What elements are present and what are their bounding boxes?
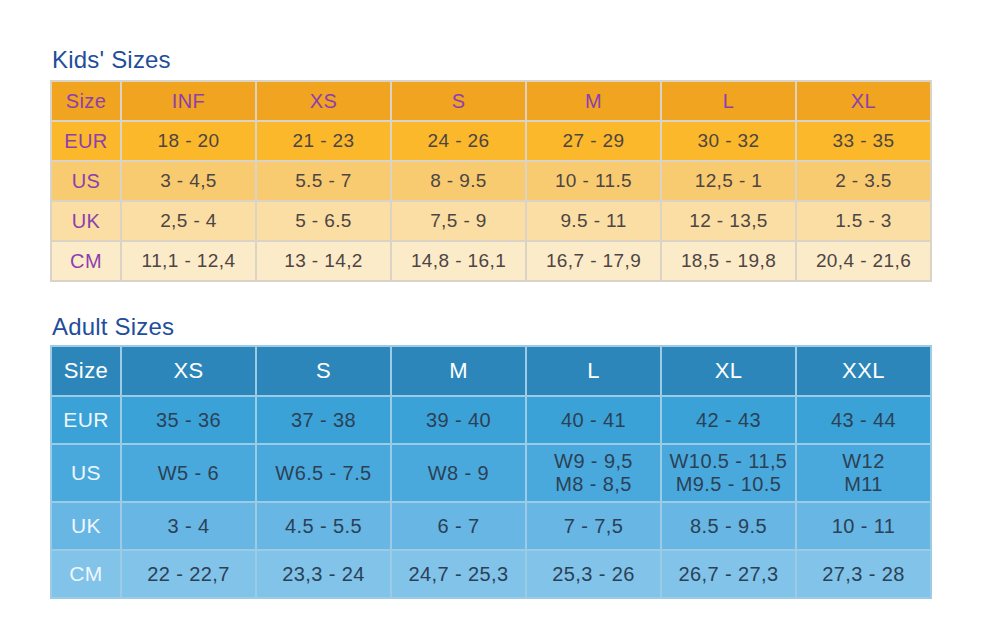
value-cell: 30 - 32 xyxy=(661,121,796,161)
column-header-cell: XL xyxy=(661,346,796,396)
value-cell: 7 - 7,5 xyxy=(526,502,661,550)
column-header-cell: S xyxy=(391,81,526,121)
value-cell: W8 - 9 xyxy=(391,444,526,502)
value-cell: 2 - 3.5 xyxy=(796,161,931,201)
row-label-cell: UK xyxy=(51,201,121,241)
value-cell: W6.5 - 7.5 xyxy=(256,444,391,502)
value-cell: 3 - 4,5 xyxy=(121,161,256,201)
value-cell: 10 - 11 xyxy=(796,502,931,550)
column-header-cell: S xyxy=(256,346,391,396)
value-cell: 24,7 - 25,3 xyxy=(391,550,526,598)
value-cell: W12 M11 xyxy=(796,444,931,502)
value-cell: 13 - 14,2 xyxy=(256,241,391,281)
value-cell: 9.5 - 11 xyxy=(526,201,661,241)
column-header-cell: M xyxy=(526,81,661,121)
value-cell: 35 - 36 xyxy=(121,396,256,444)
value-cell: 27,3 - 28 xyxy=(796,550,931,598)
value-cell: 5.5 - 7 xyxy=(256,161,391,201)
value-cell: 39 - 40 xyxy=(391,396,526,444)
value-cell: 42 - 43 xyxy=(661,396,796,444)
value-cell: 37 - 38 xyxy=(256,396,391,444)
header-row: SizeXSSMLXLXXL xyxy=(51,346,931,396)
value-cell: 8 - 9.5 xyxy=(391,161,526,201)
row-label-cell: CM xyxy=(51,241,121,281)
value-cell: W5 - 6 xyxy=(121,444,256,502)
size-chart-page: Kids' Sizes SizeINFXSSMLXLEUR18 - 2021 -… xyxy=(0,0,1000,643)
column-header-cell: INF xyxy=(121,81,256,121)
row-label-cell: EUR xyxy=(51,121,121,161)
row-label-cell: EUR xyxy=(51,396,121,444)
adult-sizes-title: Adult Sizes xyxy=(52,313,174,341)
value-cell: 4.5 - 5.5 xyxy=(256,502,391,550)
column-header-cell: XS xyxy=(256,81,391,121)
value-cell: W9 - 9,5 M8 - 8,5 xyxy=(526,444,661,502)
table-row-uk: UK3 - 44.5 - 5.56 - 77 - 7,58.5 - 9.510 … xyxy=(51,502,931,550)
value-cell: 20,4 - 21,6 xyxy=(796,241,931,281)
value-cell: 8.5 - 9.5 xyxy=(661,502,796,550)
value-cell: 27 - 29 xyxy=(526,121,661,161)
value-cell: 18,5 - 19,8 xyxy=(661,241,796,281)
value-cell: 23,3 - 24 xyxy=(256,550,391,598)
value-cell: 21 - 23 xyxy=(256,121,391,161)
size-header-cell: Size xyxy=(51,81,121,121)
value-cell: 6 - 7 xyxy=(391,502,526,550)
value-cell: 5 - 6.5 xyxy=(256,201,391,241)
kids-sizes-title: Kids' Sizes xyxy=(52,46,171,74)
table-row-eur: EUR35 - 3637 - 3839 - 4040 - 4142 - 4343… xyxy=(51,396,931,444)
column-header-cell: XL xyxy=(796,81,931,121)
value-cell: 7,5 - 9 xyxy=(391,201,526,241)
column-header-cell: XS xyxy=(121,346,256,396)
value-cell: 33 - 35 xyxy=(796,121,931,161)
value-cell: 10 - 11.5 xyxy=(526,161,661,201)
row-label-cell: UK xyxy=(51,502,121,550)
value-cell: W10.5 - 11,5 M9.5 - 10.5 xyxy=(661,444,796,502)
value-cell: 24 - 26 xyxy=(391,121,526,161)
value-cell: 14,8 - 16,1 xyxy=(391,241,526,281)
value-cell: 1.5 - 3 xyxy=(796,201,931,241)
value-cell: 43 - 44 xyxy=(796,396,931,444)
value-cell: 22 - 22,7 xyxy=(121,550,256,598)
value-cell: 26,7 - 27,3 xyxy=(661,550,796,598)
column-header-cell: L xyxy=(526,346,661,396)
row-label-cell: US xyxy=(51,161,121,201)
header-row: SizeINFXSSMLXL xyxy=(51,81,931,121)
column-header-cell: L xyxy=(661,81,796,121)
kids-sizes-table: SizeINFXSSMLXLEUR18 - 2021 - 2324 - 2627… xyxy=(50,80,932,282)
value-cell: 11,1 - 12,4 xyxy=(121,241,256,281)
table-row-us: USW5 - 6W6.5 - 7.5W8 - 9W9 - 9,5 M8 - 8,… xyxy=(51,444,931,502)
column-header-cell: XXL xyxy=(796,346,931,396)
table-row-uk: UK2,5 - 45 - 6.57,5 - 99.5 - 1112 - 13,5… xyxy=(51,201,931,241)
table-row-eur: EUR18 - 2021 - 2324 - 2627 - 2930 - 3233… xyxy=(51,121,931,161)
value-cell: 12 - 13,5 xyxy=(661,201,796,241)
row-label-cell: US xyxy=(51,444,121,502)
value-cell: 2,5 - 4 xyxy=(121,201,256,241)
column-header-cell: M xyxy=(391,346,526,396)
size-header-cell: Size xyxy=(51,346,121,396)
value-cell: 12,5 - 1 xyxy=(661,161,796,201)
table-row-us: US3 - 4,55.5 - 78 - 9.510 - 11.512,5 - 1… xyxy=(51,161,931,201)
value-cell: 25,3 - 26 xyxy=(526,550,661,598)
row-label-cell: CM xyxy=(51,550,121,598)
table-row-cm: CM22 - 22,723,3 - 2424,7 - 25,325,3 - 26… xyxy=(51,550,931,598)
value-cell: 40 - 41 xyxy=(526,396,661,444)
value-cell: 18 - 20 xyxy=(121,121,256,161)
table-row-cm: CM11,1 - 12,413 - 14,214,8 - 16,116,7 - … xyxy=(51,241,931,281)
adult-sizes-table: SizeXSSMLXLXXLEUR35 - 3637 - 3839 - 4040… xyxy=(50,345,932,599)
value-cell: 3 - 4 xyxy=(121,502,256,550)
value-cell: 16,7 - 17,9 xyxy=(526,241,661,281)
